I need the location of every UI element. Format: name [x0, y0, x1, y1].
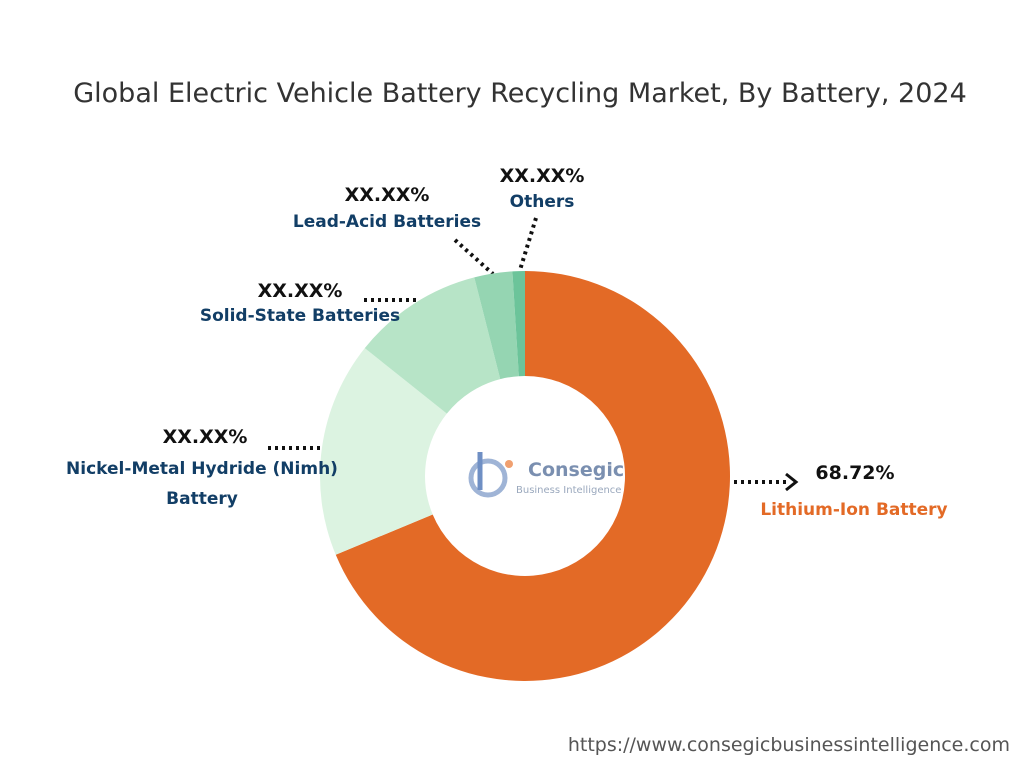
donut — [320, 271, 730, 681]
category-label: Solid-State Batteries — [199, 306, 401, 326]
value-label: 68.72% — [815, 462, 895, 484]
category-label: Lithium-Ion Battery — [760, 500, 948, 520]
value-label: XX.XX% — [257, 280, 343, 302]
donut-slice — [320, 348, 447, 555]
category-label: Nickel-Metal Hydride (Nimh) Battery — [66, 459, 338, 509]
donut-slice — [474, 271, 519, 380]
logo-dot — [505, 460, 513, 468]
logo-tagline: Business Intelligence — [516, 485, 621, 496]
label-group: 68.72% — [800, 462, 910, 484]
logo-ring — [468, 458, 508, 498]
donut-slice — [335, 271, 730, 681]
donut-slice — [512, 271, 525, 377]
value-label: XX.XX% — [344, 184, 430, 206]
value-label: XX.XX% — [162, 426, 248, 448]
logo-name: Consegic — [528, 459, 624, 481]
source-url: https://www.consegicbusinessintelligence… — [567, 734, 1010, 756]
category-label: Lead-Acid Batteries — [292, 212, 482, 232]
arrow-head — [785, 472, 799, 492]
leader-line — [453, 238, 495, 276]
leader-line — [518, 217, 538, 271]
chart-title: Global Electric Vehicle Battery Recyclin… — [73, 78, 967, 109]
logo-mark — [468, 452, 513, 498]
category-label: Others — [509, 192, 575, 212]
leader-lines — [268, 217, 799, 492]
donut-slice — [364, 277, 501, 414]
value-label: XX.XX% — [499, 165, 585, 187]
